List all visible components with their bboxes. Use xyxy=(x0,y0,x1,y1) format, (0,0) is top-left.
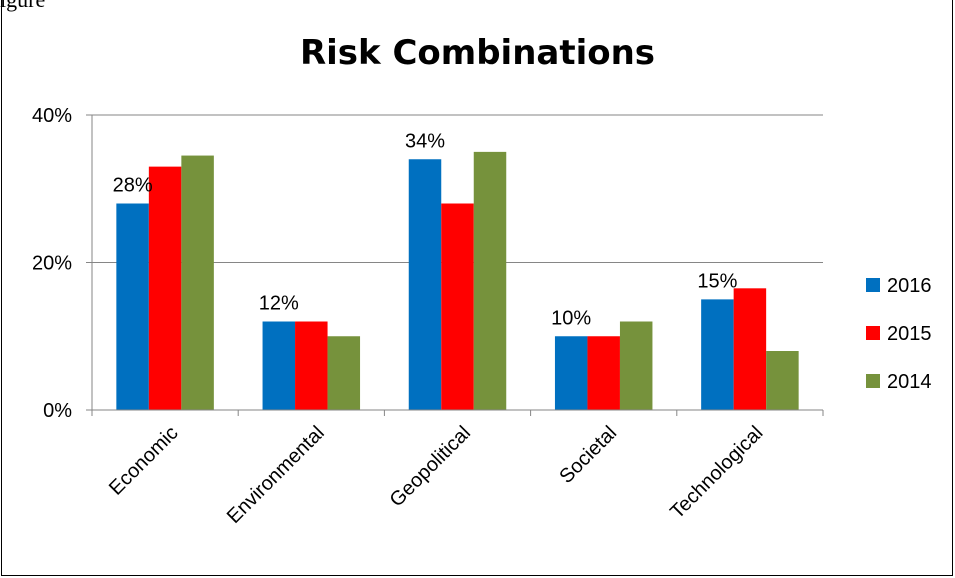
bar-2014-economic xyxy=(181,155,214,410)
bar-2016-geopolitical xyxy=(408,159,442,410)
x-category-label: Societal xyxy=(555,422,621,488)
chart-title: Risk Combinations xyxy=(299,33,656,73)
bar-2014-societal xyxy=(619,321,653,410)
x-category-label: Geopolitical xyxy=(386,422,475,511)
axes xyxy=(86,114,824,416)
bars xyxy=(116,151,799,410)
bar-2014-geopolitical xyxy=(473,151,507,410)
x-category-label: Technological xyxy=(666,422,767,523)
x-category-label: Environmental xyxy=(223,422,329,528)
legend-label: 2014 xyxy=(887,371,932,393)
data-label: 10% xyxy=(551,307,591,329)
y-tick-label: 40% xyxy=(32,105,72,127)
bar-2016-technological xyxy=(701,299,734,410)
data-label: 28% xyxy=(113,175,153,197)
legend-swatch xyxy=(866,374,880,388)
y-tick-label: 20% xyxy=(32,253,72,275)
legend-label: 2016 xyxy=(887,275,932,297)
legend-label: 2015 xyxy=(887,323,932,345)
bar-2015-societal xyxy=(587,336,620,410)
bar-2016-societal xyxy=(554,336,588,410)
data-label: 12% xyxy=(259,293,299,315)
bar-2014-environmental xyxy=(327,336,361,410)
data-label: 15% xyxy=(697,270,737,292)
data-label: 34% xyxy=(405,130,445,152)
y-tick-label: 0% xyxy=(43,400,72,422)
legend-swatch xyxy=(866,278,880,292)
bar-2015-technological xyxy=(733,288,767,410)
x-category-label: Economic xyxy=(105,422,183,500)
bar-2015-geopolitical xyxy=(441,203,474,410)
corner-caption-text: igure xyxy=(0,0,45,13)
bar-2014-technological xyxy=(766,351,799,410)
bar-2016-economic xyxy=(116,203,149,410)
legend-swatch xyxy=(866,326,880,340)
bar-2015-environmental xyxy=(295,321,328,410)
bar-2016-environmental xyxy=(262,321,296,410)
bar-2015-economic xyxy=(148,166,182,410)
legend: 2016 2015 2014 xyxy=(866,275,932,393)
